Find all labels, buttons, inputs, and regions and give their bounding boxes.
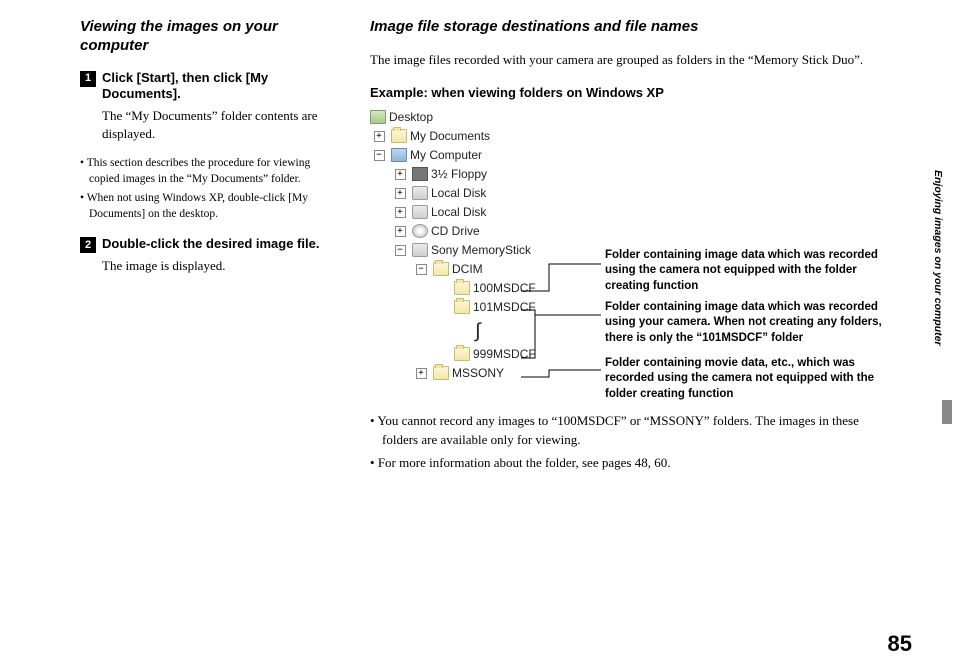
tree-label: MSSONY: [452, 367, 504, 379]
tree-diagram: Desktop + My Documents − My Computer + 3…: [370, 108, 896, 388]
folder-icon: [433, 366, 449, 380]
folder-icon: [433, 262, 449, 276]
left-column: Viewing the images on your computer 1 Cl…: [80, 18, 340, 476]
collapse-icon[interactable]: −: [395, 245, 406, 256]
drive-icon: [412, 243, 428, 257]
right-section-title: Image file storage destinations and file…: [370, 18, 896, 37]
tree-label: Desktop: [389, 111, 433, 123]
connector-lines-icon: [521, 108, 605, 388]
step-2-body: The image is displayed.: [80, 257, 340, 275]
bottom-notes: You cannot record any images to “100MSDC…: [370, 412, 896, 473]
desktop-icon: [370, 110, 386, 124]
side-tab-marker: [942, 400, 952, 424]
collapse-icon[interactable]: −: [374, 150, 385, 161]
drive-icon: [412, 186, 428, 200]
tree-label: Local Disk: [431, 206, 486, 218]
tree-label: Local Disk: [431, 187, 486, 199]
step-2-heading: 2 Double-click the desired image file.: [80, 236, 340, 253]
step-number-badge: 2: [80, 237, 96, 253]
callout-2: Folder containing image data which was r…: [605, 300, 896, 347]
step-1-body: The “My Documents” folder contents are d…: [80, 107, 340, 142]
expand-icon[interactable]: +: [374, 131, 385, 142]
example-label: Example: when viewing folders on Windows…: [370, 85, 896, 100]
right-column: Image file storage destinations and file…: [370, 18, 914, 476]
step-1: 1 Click [Start], then click [My Document…: [80, 70, 340, 143]
intro-text: The image files recorded with your camer…: [370, 51, 896, 69]
tree-label: Sony MemoryStick: [431, 244, 531, 256]
range-icon: ∫: [475, 321, 480, 341]
list-item: You cannot record any images to “100MSDC…: [370, 412, 896, 450]
callout-1: Folder containing image data which was r…: [605, 248, 896, 295]
notes-list: This section describes the procedure for…: [80, 156, 340, 222]
page-number: 85: [888, 631, 912, 657]
page-columns: Viewing the images on your computer 1 Cl…: [80, 18, 914, 476]
folder-icon: [454, 347, 470, 361]
list-item: When not using Windows XP, double-click …: [80, 191, 340, 222]
drive-icon: [412, 205, 428, 219]
tree-label: DCIM: [452, 263, 483, 275]
step-2: 2 Double-click the desired image file. T…: [80, 236, 340, 275]
step-number-badge: 1: [80, 71, 96, 87]
tree-label: 3½ Floppy: [431, 168, 487, 180]
computer-icon: [391, 148, 407, 162]
expand-icon[interactable]: +: [395, 188, 406, 199]
folder-icon: [391, 129, 407, 143]
side-chapter-label: Enjoying images on your computer: [932, 170, 944, 346]
callout-3: Folder containing movie data, etc., whic…: [605, 356, 896, 403]
tree-label: My Documents: [410, 130, 490, 142]
expand-icon[interactable]: +: [395, 226, 406, 237]
expand-icon[interactable]: +: [416, 368, 427, 379]
expand-icon[interactable]: +: [395, 169, 406, 180]
list-item: For more information about the folder, s…: [370, 454, 896, 473]
list-item: This section describes the procedure for…: [80, 156, 340, 187]
tree-label: CD Drive: [431, 225, 480, 237]
callouts: Folder containing image data which was r…: [565, 108, 896, 388]
folder-icon: [454, 281, 470, 295]
cd-icon: [412, 224, 428, 238]
floppy-icon: [412, 167, 428, 181]
step-1-title: Click [Start], then click [My Documents]…: [102, 70, 340, 104]
step-2-title: Double-click the desired image file.: [102, 236, 319, 253]
collapse-icon[interactable]: −: [416, 264, 427, 275]
expand-icon[interactable]: +: [395, 207, 406, 218]
folder-icon: [454, 300, 470, 314]
left-section-title: Viewing the images on your computer: [80, 18, 340, 56]
step-1-heading: 1 Click [Start], then click [My Document…: [80, 70, 340, 104]
tree-label: My Computer: [410, 149, 482, 161]
